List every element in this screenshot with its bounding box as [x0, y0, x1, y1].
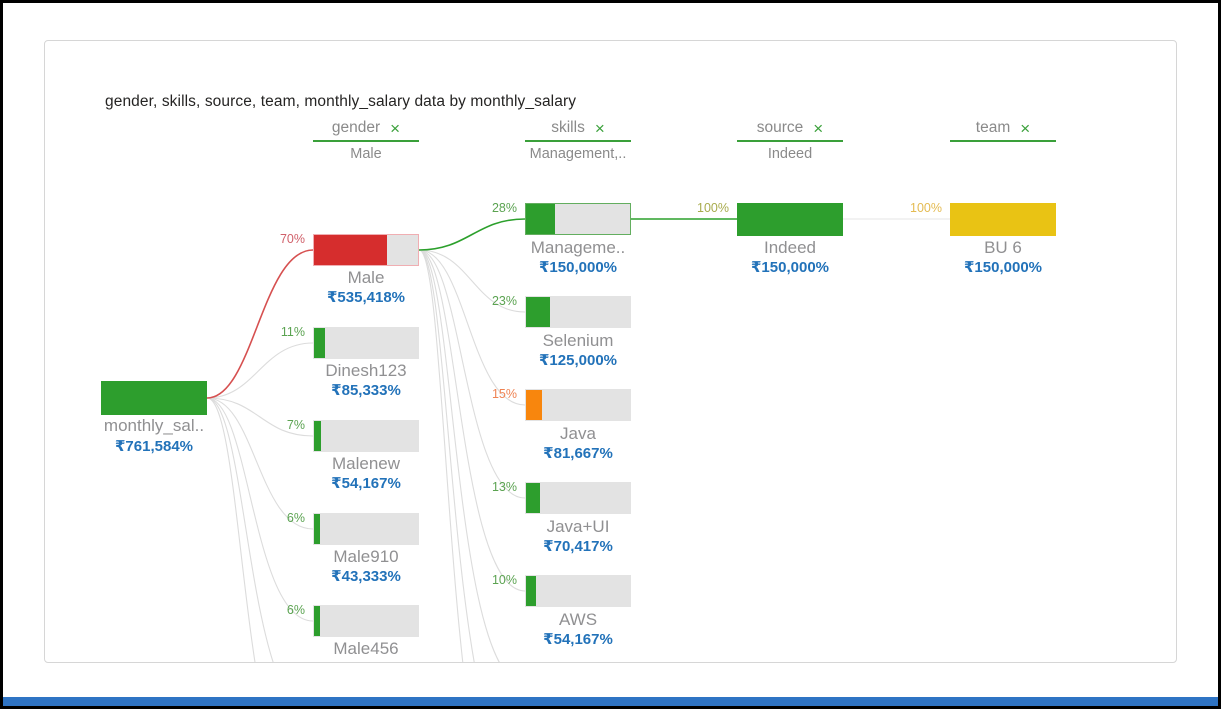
column-name-source[interactable]: source — [756, 119, 804, 136]
tree-node-bar-malenew[interactable] — [313, 420, 419, 452]
bottom-accent-bar — [3, 697, 1218, 706]
node-percent: 6% — [286, 603, 305, 617]
bar-fill — [526, 297, 550, 327]
node-percent: 100% — [910, 201, 942, 215]
tree-node-bar-dinesh123[interactable] — [313, 327, 419, 359]
bar-fill — [314, 606, 321, 636]
node-value: ₹150,000% — [751, 259, 829, 276]
bar-fill — [526, 483, 540, 513]
node-label: Malenew — [331, 454, 401, 473]
node-percent: 11% — [280, 325, 305, 339]
node-value: ₹150,000% — [539, 259, 617, 276]
close-icon[interactable]: × — [1020, 118, 1031, 138]
column-header-source: source × — [700, 117, 880, 139]
visual-title: gender, skills, source, team, monthly_sa… — [105, 93, 577, 110]
node-percent: 6% — [286, 511, 305, 525]
column-name-gender[interactable]: gender — [331, 119, 381, 136]
tree-node-bar-management[interactable] — [525, 203, 631, 235]
node-value: ₹54,167% — [543, 631, 613, 648]
node-label: AWS — [558, 610, 598, 629]
column-selected-gender: Male — [350, 146, 382, 162]
column-underline — [313, 140, 419, 142]
node-label: Indeed — [764, 238, 816, 257]
node-percent: 23% — [491, 294, 517, 308]
node-percent: 15% — [491, 387, 517, 401]
tree-node-bar-java[interactable] — [525, 389, 631, 421]
node-label: BU 6 — [984, 238, 1022, 257]
node-label: Dinesh123 — [325, 361, 407, 380]
close-icon[interactable]: × — [594, 118, 605, 138]
bar-fill — [526, 204, 556, 234]
tree-node-bar-selenium[interactable] — [525, 296, 631, 328]
node-percent: 28% — [491, 201, 517, 215]
node-label: Java — [560, 424, 596, 443]
node-percent: 70% — [279, 232, 305, 246]
bar-fill — [314, 328, 326, 358]
node-percent: 100% — [697, 201, 729, 215]
node-value: ₹70,417% — [543, 538, 613, 555]
tree-node-bar-male[interactable] — [313, 234, 419, 266]
node-value: ₹150,000% — [964, 259, 1042, 276]
tree-node-bar-bu-6[interactable] — [950, 203, 1056, 236]
tree-node-bar-indeed[interactable] — [737, 203, 843, 236]
column-underline — [525, 140, 631, 142]
column-name-team[interactable]: team — [975, 119, 1011, 136]
node-value: ₹43,333% — [331, 568, 401, 585]
tree-node-bar-aws[interactable] — [525, 575, 631, 607]
node-value: ₹85,333% — [331, 382, 401, 399]
bar-fill — [738, 204, 842, 235]
node-label: Selenium — [542, 331, 614, 350]
tree-node-bar-root-monthly-salary[interactable] — [101, 381, 207, 415]
bar-fill — [526, 390, 542, 420]
node-value: ₹81,667% — [543, 445, 613, 462]
tree-node-bar-male910[interactable] — [313, 513, 419, 545]
close-icon[interactable]: × — [390, 118, 401, 138]
close-icon[interactable]: × — [813, 118, 824, 138]
bar-fill — [314, 514, 321, 544]
bar-fill — [526, 576, 537, 606]
column-header-skills: skills × — [488, 117, 668, 139]
bar-fill — [102, 382, 206, 414]
node-label: Male456 — [333, 639, 399, 658]
tree-node-bar-java-ui[interactable] — [525, 482, 631, 514]
node-percent: 10% — [491, 573, 517, 587]
column-selected-skills: Management,.. — [529, 146, 627, 162]
tree-node-bar-male456[interactable] — [313, 605, 419, 637]
column-selected-source: Indeed — [767, 146, 813, 162]
column-name-skills[interactable]: skills — [551, 119, 585, 136]
node-value: ₹125,000% — [539, 352, 617, 369]
column-header-gender: gender × — [276, 117, 456, 139]
node-label: Male — [347, 268, 385, 287]
node-label: monthly_sal.. — [103, 416, 205, 435]
node-value: ₹535,418% — [327, 289, 405, 306]
bar-fill — [951, 204, 1055, 235]
node-label: Manageme.. — [530, 238, 626, 257]
column-underline — [737, 140, 843, 142]
node-label: Java+UI — [546, 517, 610, 536]
node-percent: 7% — [286, 418, 305, 432]
node-label: Male910 — [333, 547, 399, 566]
node-percent: 13% — [491, 480, 517, 494]
column-header-team: team × — [913, 117, 1093, 139]
bar-fill — [314, 421, 322, 451]
bar-fill — [314, 235, 387, 265]
node-value: ₹761,584% — [115, 438, 193, 455]
column-underline — [950, 140, 1056, 142]
node-value: ₹54,167% — [331, 475, 401, 492]
